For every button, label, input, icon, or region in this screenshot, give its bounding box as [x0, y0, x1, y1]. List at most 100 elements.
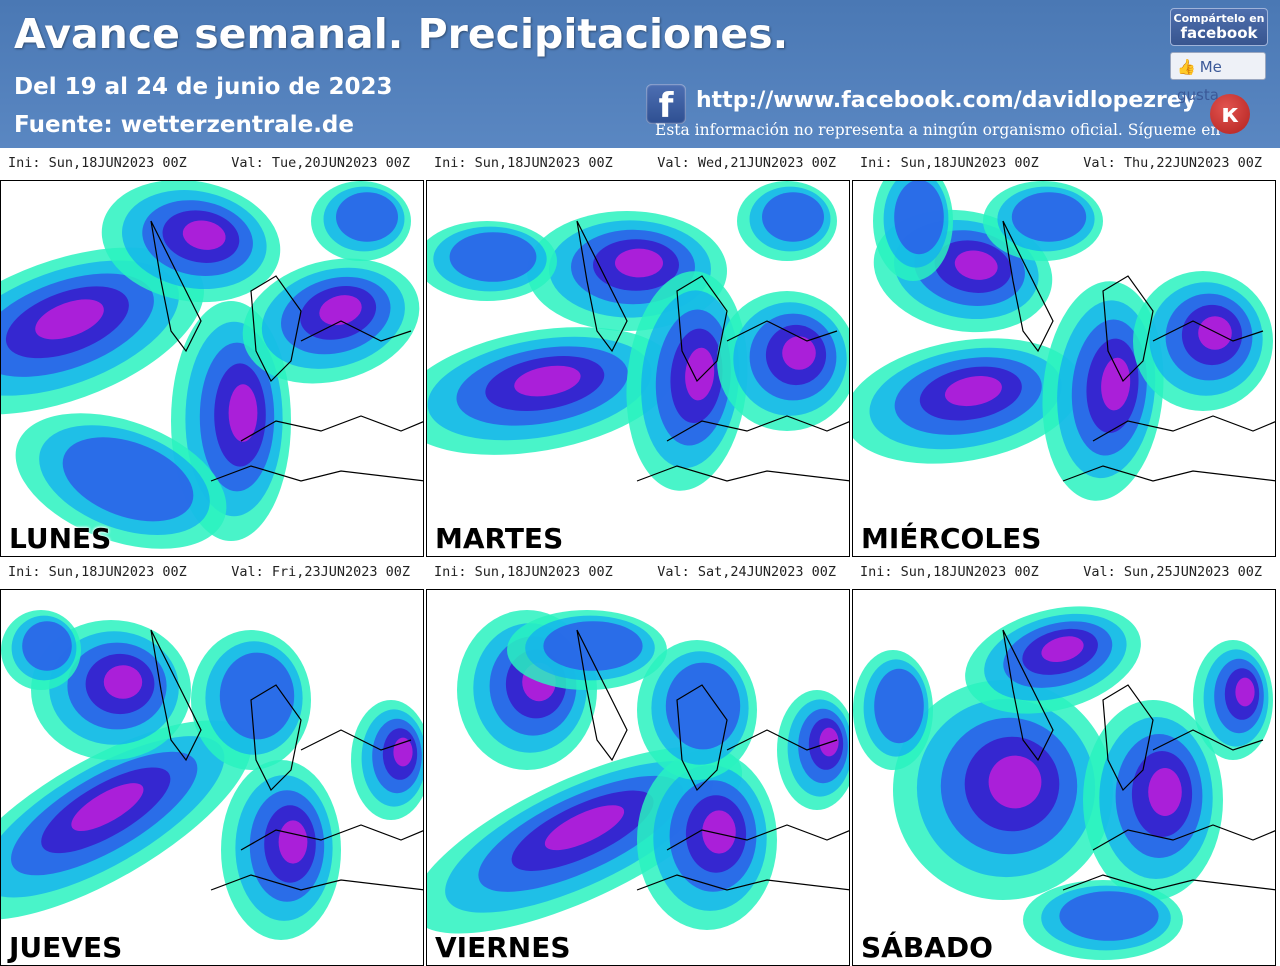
precip-contour — [762, 192, 824, 242]
coastline — [250, 275, 302, 383]
precipitation-map — [0, 180, 424, 557]
day-label: SÁBADO — [861, 931, 993, 964]
like-button[interactable]: 👍 Me gusta — [1170, 52, 1266, 104]
coastline — [1092, 824, 1275, 851]
precip-contour — [22, 621, 72, 671]
precip-contour — [1011, 192, 1087, 242]
panel-header: Ini: Sun,18JUN2023 00Z Val: Sun,25JUN202… — [852, 557, 1276, 588]
panel-header: Ini: Sun,18JUN2023 00Z Val: Wed,21JUN202… — [426, 148, 850, 179]
precip-contour — [1148, 768, 1182, 816]
precip-contour — [449, 232, 537, 282]
coastline — [1002, 220, 1054, 353]
map-graphic — [1, 181, 423, 549]
like-label: Me gusta — [1177, 58, 1222, 104]
coastline — [676, 684, 728, 792]
valid-time: Val: Wed,21JUN2023 00Z — [657, 155, 836, 171]
precipitation-map — [852, 180, 1276, 557]
init-time: Ini: Sun,18JUN2023 00Z — [434, 155, 613, 171]
coastline — [1092, 415, 1275, 442]
valid-time: Val: Fri,23JUN2023 00Z — [231, 564, 410, 580]
precip-contour — [1041, 636, 1084, 663]
precip-contour — [702, 810, 736, 854]
coastline — [1002, 629, 1054, 762]
precip-contour — [543, 621, 643, 671]
precip-contour — [615, 248, 663, 278]
map-panel-6: Ini: Sun,18JUN2023 00Z Val: Sun,25JUN202… — [852, 557, 1276, 966]
coastline — [1102, 684, 1154, 792]
thumbs-up-icon: 👍 — [1177, 58, 1196, 76]
valid-time: Val: Sun,25JUN2023 00Z — [1083, 564, 1262, 580]
share-line2: facebook — [1180, 24, 1258, 42]
coastline — [210, 465, 423, 482]
precipitation-map — [852, 589, 1276, 966]
panel-header: Ini: Sun,18JUN2023 00Z Val: Thu,22JUN202… — [852, 148, 1276, 179]
coastline — [150, 220, 202, 353]
facebook-link[interactable]: http://www.facebook.com/davidlopezrey — [696, 88, 1197, 113]
precip-contour — [182, 220, 226, 250]
coastline — [1102, 275, 1154, 383]
facebook-icon[interactable]: f — [646, 84, 686, 126]
coastline — [676, 275, 728, 383]
precip-contour — [782, 336, 816, 370]
precip-contour — [954, 250, 998, 280]
precip-contour — [514, 365, 581, 397]
precip-contour — [278, 820, 308, 864]
day-label: LUNES — [9, 522, 112, 555]
precip-contour — [685, 347, 715, 401]
day-label: MARTES — [435, 522, 564, 555]
init-time: Ini: Sun,18JUN2023 00Z — [860, 155, 1039, 171]
map-graphic — [1, 610, 423, 940]
precip-contour — [319, 295, 362, 326]
precip-contour — [819, 727, 839, 757]
precip-contour — [544, 805, 625, 851]
precip-contour — [894, 181, 944, 255]
coastline — [576, 629, 628, 762]
precip-contour — [665, 662, 741, 750]
coastline — [726, 729, 838, 751]
panel-header: Ini: Sun,18JUN2023 00Z Val: Fri,23JUN202… — [0, 557, 424, 588]
coastline — [576, 220, 628, 353]
precip-contour — [35, 299, 104, 340]
source-credit: Fuente: wetterzentrale.de — [14, 112, 354, 138]
precip-contour — [228, 384, 258, 442]
precip-contour — [336, 192, 398, 242]
map-graphic — [853, 181, 1275, 501]
coastline — [250, 684, 302, 792]
precipitation-map — [426, 180, 850, 557]
day-label: VIERNES — [435, 931, 571, 964]
map-graphic — [427, 610, 849, 934]
coastline — [1062, 465, 1275, 482]
coastline — [1152, 729, 1264, 751]
map-panel-4: Ini: Sun,18JUN2023 00Z Val: Fri,23JUN202… — [0, 557, 424, 966]
share-facebook-button[interactable]: Compártelo en facebook — [1170, 8, 1268, 46]
author-logo-icon: к — [1210, 94, 1250, 134]
coastline — [150, 629, 202, 762]
init-time: Ini: Sun,18JUN2023 00Z — [8, 564, 187, 580]
coastline — [666, 824, 849, 851]
coastline — [726, 320, 838, 342]
panel-header: Ini: Sun,18JUN2023 00Z Val: Tue,20JUN202… — [0, 148, 424, 179]
coastline — [240, 415, 423, 442]
day-label: JUEVES — [9, 931, 123, 964]
day-label: MIÉRCOLES — [861, 522, 1042, 555]
precip-contour — [1198, 316, 1232, 350]
precip-contour — [103, 665, 143, 699]
date-range: Del 19 al 24 de junio de 2023 — [14, 74, 393, 100]
precipitation-map — [0, 589, 424, 966]
page-title: Avance semanal. Precipitaciones. — [14, 10, 789, 58]
map-panel-5: Ini: Sun,18JUN2023 00Z Val: Sat,24JUN202… — [426, 557, 850, 966]
coastline — [300, 320, 412, 342]
init-time: Ini: Sun,18JUN2023 00Z — [434, 564, 613, 580]
init-time: Ini: Sun,18JUN2023 00Z — [8, 155, 187, 171]
coastline — [210, 874, 423, 891]
precip-contour — [1059, 891, 1159, 941]
disclaimer-text: Esta información no representa a ningún … — [655, 121, 1221, 139]
map-graphic — [427, 181, 849, 491]
precipitation-map — [426, 589, 850, 966]
precip-contour — [988, 755, 1042, 809]
precip-contour — [874, 668, 924, 744]
valid-time: Val: Tue,20JUN2023 00Z — [231, 155, 410, 171]
coastline — [1152, 320, 1264, 342]
map-panel-3: Ini: Sun,18JUN2023 00Z Val: Thu,22JUN202… — [852, 148, 1276, 557]
panel-header: Ini: Sun,18JUN2023 00Z Val: Sat,24JUN202… — [426, 557, 850, 588]
